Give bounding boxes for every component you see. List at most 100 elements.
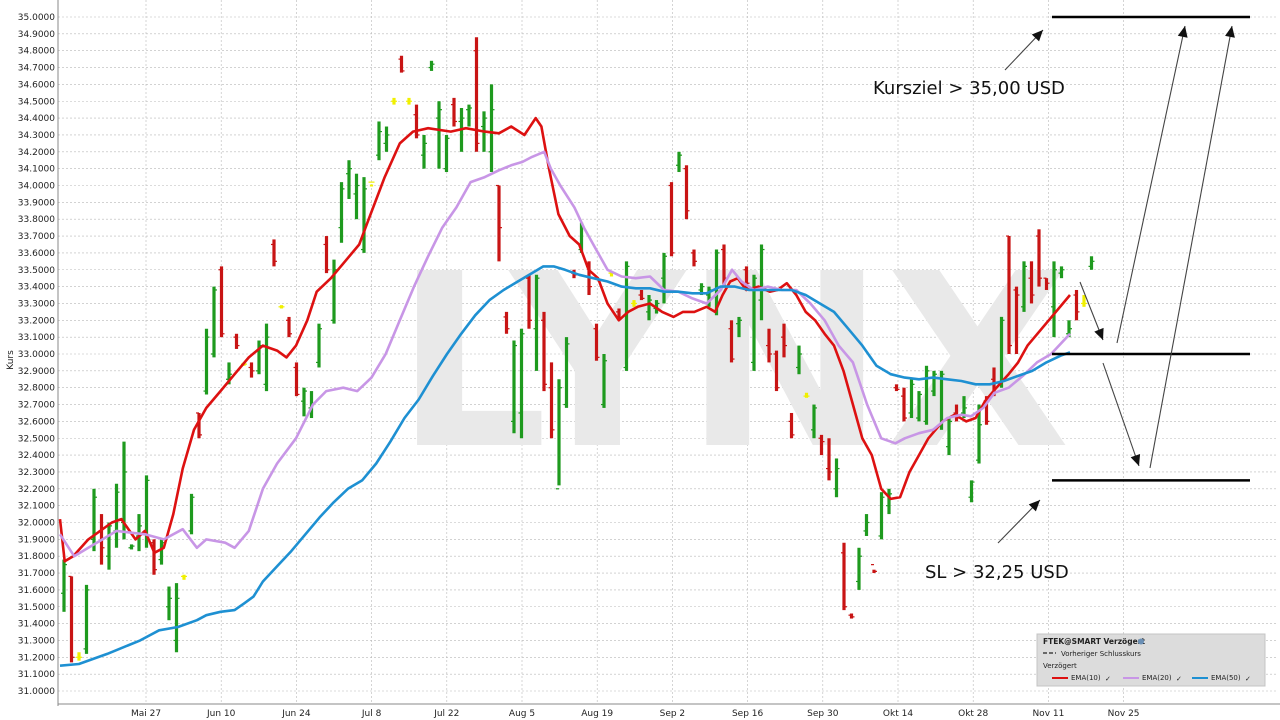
y-tick-label: 34.0000 <box>18 182 55 192</box>
ohlc-bar <box>758 244 765 321</box>
y-tick-label: 33.9000 <box>18 198 55 208</box>
ohlc-bar <box>646 295 652 321</box>
ohlc-bar <box>833 458 840 498</box>
path-down-arrow-1 <box>1079 281 1104 341</box>
y-tick-label: 33.4000 <box>18 283 55 293</box>
ohlc-bar <box>128 544 135 550</box>
path-down-arrow-2 <box>1102 362 1141 467</box>
x-tick-label: Okt 28 <box>958 709 988 719</box>
x-tick-label: Okt 14 <box>883 709 913 719</box>
ohlc-bar <box>211 286 217 358</box>
ohlc-bar <box>248 362 255 378</box>
ema50-line <box>59 265 1071 667</box>
ohlc-bar <box>68 575 75 663</box>
ohlc-bar <box>181 574 187 580</box>
target-annotation: Kursziel > 35,00 USD <box>873 78 1065 99</box>
y-tick-label: 33.2000 <box>18 316 55 326</box>
x-tick-label: Jun 24 <box>281 709 311 719</box>
ohlc-bar <box>1043 277 1050 290</box>
ohlc-bar <box>601 354 607 408</box>
ohlc-bar <box>593 323 600 361</box>
y-tick-label: 33.0000 <box>18 350 55 360</box>
ohlc-bar <box>91 488 97 552</box>
ohlc-bar <box>548 362 555 439</box>
legend-ema10: EMA(10) <box>1071 674 1101 682</box>
ohlc-bar <box>413 104 420 139</box>
y-tick-label: 33.7000 <box>18 232 55 242</box>
y-tick-label: 33.6000 <box>18 249 55 259</box>
ohlc-bar <box>1088 256 1095 270</box>
ohlc-bar <box>293 362 300 397</box>
ohlc-bar <box>631 300 637 307</box>
y-tick-label: 31.1000 <box>18 670 55 680</box>
ohlc-bar <box>383 126 390 152</box>
ohlc-bar <box>271 239 277 267</box>
x-tick-label: Sep 30 <box>807 709 839 719</box>
ohlc-bar <box>323 236 330 274</box>
ohlc-bar <box>841 542 847 611</box>
ohlc-bar <box>368 181 375 187</box>
ohlc-bar <box>196 412 202 439</box>
price-bars <box>61 37 1095 663</box>
y-tick-label: 34.4000 <box>18 114 55 124</box>
legend-title: FTEK@SMART Verzögert <box>1043 637 1145 646</box>
y-tick-label: 31.4000 <box>18 620 55 630</box>
x-tick-label: Nov 11 <box>1032 709 1064 719</box>
legend-prev-close: Vorheriger Schlusskurs <box>1061 650 1141 658</box>
ohlc-bar <box>1006 235 1012 354</box>
ohlc-bar <box>781 323 787 358</box>
legend-background <box>1036 633 1266 687</box>
ohlc-bar <box>511 340 517 434</box>
ohlc-bar <box>916 391 922 422</box>
y-tick-label: 32.2000 <box>18 485 55 495</box>
stop-annotation: SL > 32,25 USD <box>925 562 1069 583</box>
ohlc-bar <box>361 177 367 253</box>
ohlc-bar <box>286 316 292 338</box>
ohlc-bar <box>728 320 735 363</box>
grid <box>58 0 1278 704</box>
ohlc-bar <box>353 173 360 220</box>
ohlc-bar <box>1073 289 1080 321</box>
y-tick-label: 32.0000 <box>18 519 55 529</box>
ohlc-bar <box>218 266 225 338</box>
ohlc-bar <box>188 493 195 535</box>
path-up-arrow-2 <box>1149 25 1235 469</box>
ohlc-bar <box>878 492 885 540</box>
ohlc-bar <box>736 316 742 338</box>
ohlc-bar <box>1036 229 1042 287</box>
y-tick-label: 32.8000 <box>18 384 55 394</box>
ohlc-bar <box>1028 261 1035 304</box>
ohlc-bar <box>263 323 270 392</box>
x-tick-label: Sep 16 <box>732 709 764 719</box>
legend-ema20: EMA(20) <box>1142 674 1172 682</box>
ohlc-bar <box>316 323 322 368</box>
ohlc-bar <box>1058 266 1065 279</box>
y-tick-label: 31.5000 <box>18 603 55 613</box>
legend-box: FTEK@SMART Verzögert Vorheriger Schlussk… <box>1036 633 1266 687</box>
ohlc-bar <box>496 184 502 262</box>
y-tick-label: 32.6000 <box>18 417 55 427</box>
check-icon: ✓ <box>1245 675 1251 683</box>
y-tick-label: 33.1000 <box>18 333 55 343</box>
ohlc-bar <box>968 480 975 503</box>
ohlc-bar <box>826 438 832 481</box>
y-tick-label: 34.7000 <box>18 64 55 74</box>
ohlc-bar <box>556 379 562 490</box>
ohlc-bar <box>638 289 645 301</box>
ohlc-bar <box>683 165 690 220</box>
y-tick-label: 32.9000 <box>18 367 55 377</box>
ohlc-bar <box>1051 261 1057 338</box>
check-icon: ✓ <box>1105 675 1111 683</box>
y-tick-label: 35.0000 <box>18 13 55 23</box>
x-tick-label: Jun 10 <box>206 709 236 719</box>
ohlc-bar <box>541 311 547 392</box>
y-tick-label: 31.9000 <box>18 535 55 545</box>
ohlc-bar <box>946 418 952 456</box>
ohlc-bar <box>233 333 240 349</box>
x-tick-label: Sep 2 <box>660 709 686 719</box>
y-axis-label: Kurs <box>6 350 16 370</box>
ohlc-bar <box>856 547 862 590</box>
ohlc-bar <box>443 134 450 173</box>
ohlc-bar <box>691 249 697 267</box>
